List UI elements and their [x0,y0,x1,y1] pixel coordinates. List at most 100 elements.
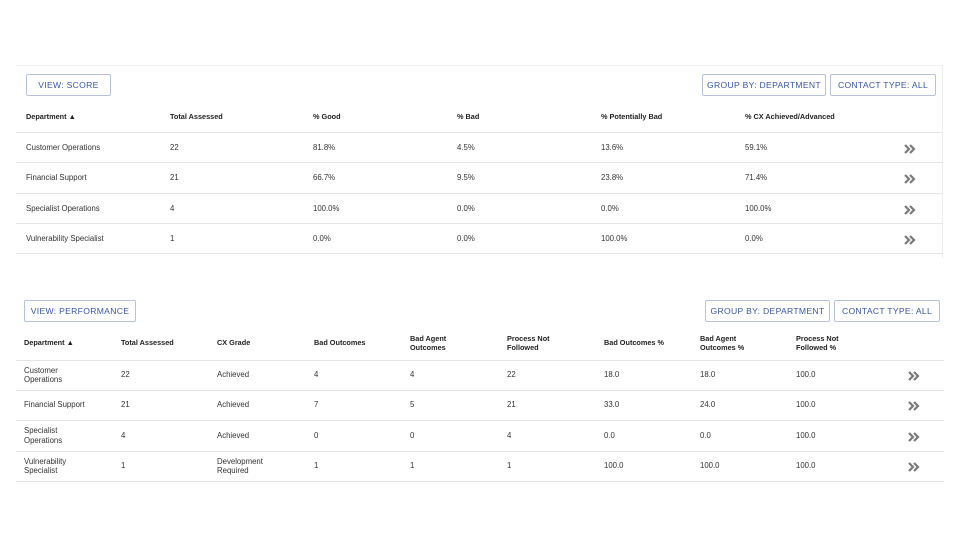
text-line: Development [217,456,263,466]
text-line: Bad Agent [700,334,737,343]
department-cell: Financial Support [24,400,85,409]
row-divider [16,451,944,452]
double-chevron-right-icon[interactable] [903,172,917,184]
value-cell: 1 [507,461,511,470]
text-line: Operations [24,375,63,384]
value-cell: 0.0% [313,234,331,243]
text-line: 100.0 [796,461,816,471]
department-cell: Specialist Operations [26,204,100,213]
value-cell: 100.0 [796,370,816,379]
column-header[interactable]: % Good [313,112,341,121]
double-chevron-right-icon[interactable] [903,233,917,245]
value-cell: 100.0% [313,204,340,213]
text-line: 1 [121,461,126,471]
value-cell: 1 [314,461,318,470]
double-chevron-right-icon[interactable] [907,369,921,381]
column-header[interactable]: % Bad [457,112,480,121]
double-chevron-right-icon[interactable] [907,460,921,472]
text-line: Bad Outcomes [314,338,366,347]
value-cell: 4 [507,431,511,440]
value-cell: 1 [410,461,414,470]
value-cell: 100.0 [604,461,624,470]
value-cell: 81.8% [313,143,336,152]
text-line: 7 [314,400,319,410]
value-cell: 33.0 [604,400,619,409]
text-line: Customer [24,365,58,375]
value-cell: 18.0 [700,370,715,379]
row-divider [16,223,942,224]
text-line: Bad Outcomes % [604,338,665,347]
value-cell: 9.5% [457,173,475,182]
column-header[interactable]: Department ▲ [24,338,74,348]
value-cell: Development Required [217,457,263,476]
row-divider [16,481,944,482]
value-cell: 22 [170,143,179,152]
value-cell: Achieved [217,431,249,440]
value-cell: 100.0 [796,400,816,409]
value-cell: 5 [410,400,414,409]
text-line: Department ▲ [24,338,74,347]
column-header[interactable]: Bad Agent Outcomes [410,334,446,352]
department-cell: Customer Operations [24,366,62,385]
text-line: Achieved [217,430,250,440]
text-line: Specialist [24,466,58,475]
value-cell: 0.0% [457,204,475,213]
column-header[interactable]: Bad Outcomes % [604,338,665,348]
row-divider [16,193,942,194]
view-score-button[interactable]: VIEW: SCORE [26,74,111,96]
text-line: 4 [410,370,415,380]
value-cell: 71.4% [745,173,768,182]
department-cell: Customer Operations [26,143,101,152]
double-chevron-right-icon[interactable] [907,399,921,411]
value-cell: 18.0 [604,370,619,379]
text-line: Followed [507,342,539,352]
column-header[interactable]: % Potentially Bad [601,112,663,121]
text-line: 100.0 [700,461,720,471]
column-header[interactable]: Bad Agent Outcomes % [700,334,744,352]
text-line: 18.0 [700,370,716,380]
text-line: 100.0 [796,400,816,410]
value-cell: 0 [314,431,318,440]
text-line: Followed % [796,342,837,352]
text-line: 0.0 [604,430,615,440]
column-header[interactable]: Process Not Followed % [796,334,839,352]
column-header[interactable]: Process Not Followed [507,334,550,352]
column-header[interactable]: Total Assessed [121,338,174,348]
text-line: 0.0 [700,430,711,440]
text-line: Specialist [24,426,58,436]
text-line: 4 [507,430,512,440]
value-cell: 66.7% [313,173,336,182]
row-divider [16,132,942,133]
column-header[interactable]: Total Assessed [170,112,223,121]
text-line: 24.0 [700,400,716,410]
contact-type-button[interactable]: CONTACT TYPE: ALL [830,74,936,96]
double-chevron-right-icon[interactable] [903,203,917,215]
value-cell: 24.0 [700,400,715,409]
row-divider [16,253,942,254]
contact-type-button[interactable]: CONTACT TYPE: ALL [834,300,940,322]
department-cell: Specialist Operations [24,426,62,445]
text-line: 4 [314,370,319,380]
column-header[interactable]: CX Grade [217,338,250,348]
value-cell: 100.0 [796,461,816,470]
column-header[interactable]: Department ▲ [26,112,76,121]
text-line: 1 [507,461,512,471]
value-cell: 0.0% [457,234,475,243]
view-performance-button[interactable]: VIEW: PERFORMANCE [24,300,136,322]
text-line: Process Not [796,334,839,343]
value-cell: 4.5% [457,143,475,152]
value-cell: 4 [314,370,318,379]
column-header[interactable]: % CX Achieved/Advanced [745,112,835,121]
text-line: 100.0 [604,461,624,471]
group-by-department-button[interactable]: GROUP BY: DEPARTMENT [705,300,830,322]
group-by-department-button[interactable]: GROUP BY: DEPARTMENT [702,74,826,96]
text-line: 21 [121,400,130,410]
value-cell: Achieved [217,370,249,379]
column-header[interactable]: Bad Outcomes [314,338,366,348]
text-line: 5 [410,400,415,410]
value-cell: 7 [314,400,318,409]
text-line: Required [217,466,249,475]
double-chevron-right-icon[interactable] [907,430,921,442]
double-chevron-right-icon[interactable] [903,142,917,154]
value-cell: 100.0% [601,234,628,243]
